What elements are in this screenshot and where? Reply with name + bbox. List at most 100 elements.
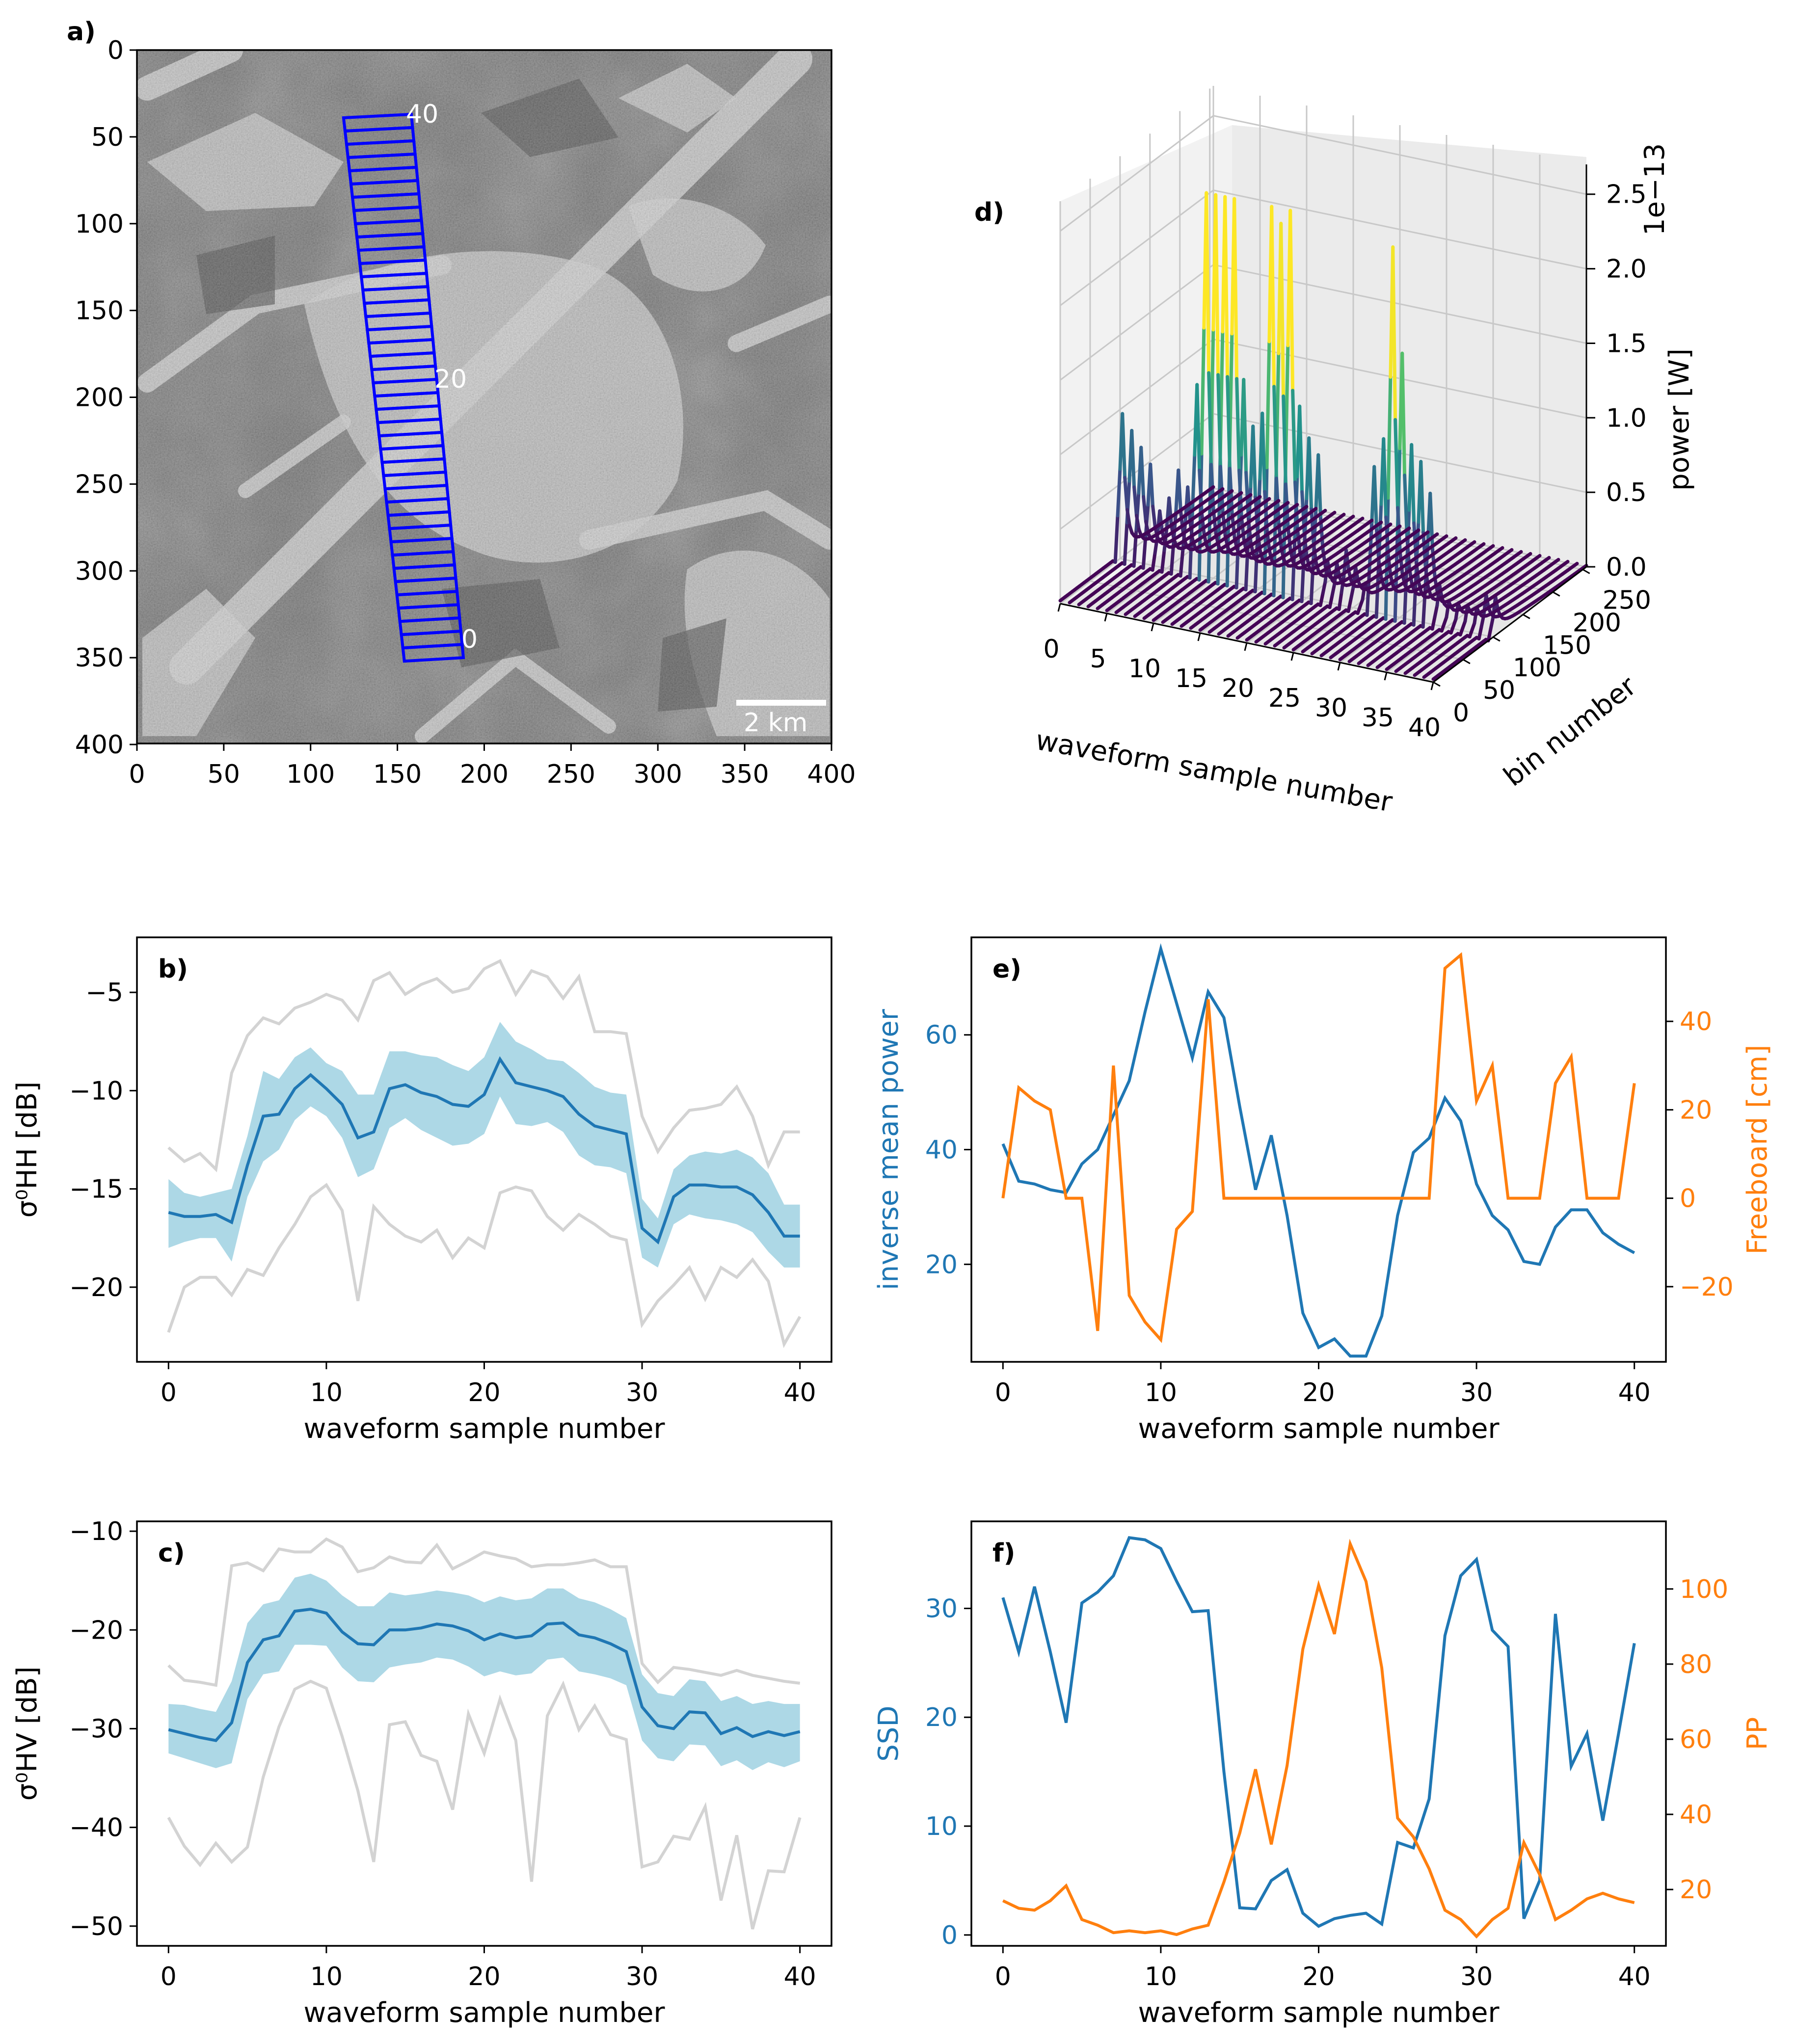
panel-d-grid-line — [1060, 339, 1214, 455]
panel-d-waveform-segment — [1121, 412, 1127, 479]
x-tick-label: 0 — [161, 1962, 177, 1991]
panel-d-waveform-segment — [1286, 527, 1292, 553]
panel-d-waveform-segment — [1274, 499, 1281, 504]
y-tick-label: −20 — [69, 1273, 123, 1302]
panel-d-z-tick-label: 0.0 — [1606, 553, 1647, 582]
y2-tick-label: 20 — [1680, 1875, 1712, 1905]
panel-d-grid-line — [1060, 189, 1214, 306]
x-tick-label: 30 — [1460, 1962, 1493, 1991]
y2-tick-label: 40 — [1680, 1800, 1712, 1830]
panel-d-waveform-segment — [1517, 550, 1523, 556]
panel-d-y-tick-label: 100 — [1513, 653, 1561, 683]
panel-d-waveform-segment — [1190, 453, 1197, 518]
panel-d-waveform-segment — [1358, 516, 1365, 522]
panel-d-waveform-segment — [1498, 546, 1504, 552]
panel-a-label: a) — [67, 17, 96, 47]
panel-d-x-axis — [1060, 603, 1434, 683]
y-tick-label: −30 — [69, 1714, 123, 1744]
y-tick-label: 20 — [925, 1250, 958, 1279]
panel-d-grid-line — [1153, 507, 1307, 624]
panel-d-waveform-segment — [1228, 489, 1234, 495]
x-tick-label: 30 — [626, 1962, 658, 1991]
panel-d-waveform-segment — [1160, 548, 1166, 574]
y2-tick-label: 0 — [1680, 1184, 1696, 1214]
y2-tick-label: 40 — [1680, 1007, 1712, 1036]
panel-d-y-tick-label: 0 — [1453, 698, 1469, 728]
panel-d-waveform-segment — [1130, 428, 1136, 489]
panel-f-ssd-pp: 0 10 20 30 40 waveform sample number 0 10 20 30 20… — [873, 1520, 1773, 2029]
panel-d-waveform-segment — [1414, 528, 1421, 534]
panel-a-axes: 0 50 100 150 200 250 300 350 4000501001502002503… — [75, 36, 856, 789]
panel-a-x-tick-label: 250 — [547, 760, 595, 789]
panel-d-waveform-segment — [1246, 493, 1253, 499]
panel-d-y-tick — [1493, 636, 1501, 642]
panel-a-x-tick-label: 300 — [634, 760, 682, 789]
y2-axis-label: Freeboard [cm] — [1742, 1045, 1773, 1254]
panel-d-x-tick-label: 30 — [1315, 693, 1347, 723]
x-axis-label: waveform sample number — [303, 1997, 665, 2029]
panel-d-waveform-segment — [1288, 209, 1295, 393]
panel-d-waveform — [1291, 534, 1448, 652]
y-tick-label: −40 — [69, 1813, 123, 1843]
panel-d-waveform-segment — [1489, 615, 1495, 631]
panel-b-hh-backscatter: 0 10 20 30 40 waveform sample number −5 −10 −15 −… — [11, 936, 832, 1445]
panel-d-waveform-segment — [1405, 526, 1411, 532]
panel-d-y-tick — [1582, 569, 1590, 574]
track-label-0: 0 — [461, 625, 478, 654]
std-band — [168, 1573, 800, 1770]
panel-d-x-tick — [1151, 623, 1154, 632]
waveform-track-footprints — [342, 112, 465, 663]
y2-tick-label: 20 — [1680, 1095, 1712, 1125]
panel-d-waveform-segment — [1123, 521, 1129, 566]
panel-d-waveform-segment — [1309, 555, 1315, 606]
panel-d-waveform-segment — [1198, 468, 1204, 516]
panel-d-waveform-segment — [1386, 522, 1393, 528]
panel-d-waveform-segment — [1321, 580, 1327, 596]
panel-d-waveform-segment — [1419, 460, 1425, 535]
panel-d-waveform-segment — [1195, 383, 1202, 472]
x-tick-label: 10 — [1145, 1378, 1177, 1407]
panel-d-x-tick-label: 25 — [1268, 684, 1301, 713]
panel-a-y-tick-label: 300 — [75, 557, 124, 586]
panel-d-waveform-segment — [1461, 538, 1467, 544]
right-series-line — [1001, 952, 1636, 1343]
track-footprint — [401, 642, 465, 663]
panel-d-waveform-segment — [1395, 524, 1402, 530]
panel-d-y-tick — [1433, 681, 1441, 687]
panel-d-waveform — [1357, 460, 1514, 665]
panel-d-waveform-segment — [1270, 205, 1276, 389]
x-axis-label: waveform sample number — [1138, 1997, 1500, 2029]
panel-d-waveform-segment — [1573, 561, 1579, 567]
y2-tick-label: 80 — [1680, 1650, 1712, 1679]
panel-d-waveform — [1152, 193, 1309, 622]
panel-d-waveform-segment — [1141, 534, 1148, 570]
x-tick-label: 10 — [1145, 1962, 1177, 1991]
panel-d-x-tick-label: 35 — [1362, 703, 1394, 733]
panel-d-waveform-segment — [1298, 404, 1304, 494]
panel-d-x-tick-label: 5 — [1090, 644, 1106, 674]
panel-d-waveform-segment — [1340, 512, 1346, 518]
panel-d-waveform-segment — [1284, 501, 1290, 506]
panel-d-waveform-segment — [1328, 594, 1334, 610]
panel-d-waveform-segment — [1403, 473, 1409, 539]
panel-d-waveform-segment — [1216, 373, 1222, 469]
x-tick-label: 10 — [310, 1962, 343, 1991]
panel-d-waveform-segment — [1251, 425, 1258, 500]
panel-d-grid-line — [1060, 413, 1214, 530]
left-series-line — [1001, 943, 1635, 1358]
panel-d-waveform-segment — [1218, 487, 1225, 493]
panel-d-waveform-segment — [1470, 540, 1476, 546]
y-tick-label: 0 — [941, 1921, 958, 1950]
panel-d-waveform-segment — [1205, 191, 1211, 375]
panel-d-waveform-segment — [1282, 394, 1287, 486]
track-label-20: 20 — [434, 365, 467, 394]
panel-d-waveform-segment — [1291, 389, 1297, 484]
panel-d-y-tick-label: 200 — [1573, 608, 1621, 637]
panel-d-waveform-segment — [1179, 510, 1185, 535]
mean-line — [168, 1056, 800, 1245]
max-line — [167, 959, 800, 1172]
x-tick-label: 0 — [161, 1378, 177, 1407]
panel-d-waveform-segment — [1312, 506, 1318, 512]
panel-d-waveform-segment — [1177, 468, 1183, 514]
